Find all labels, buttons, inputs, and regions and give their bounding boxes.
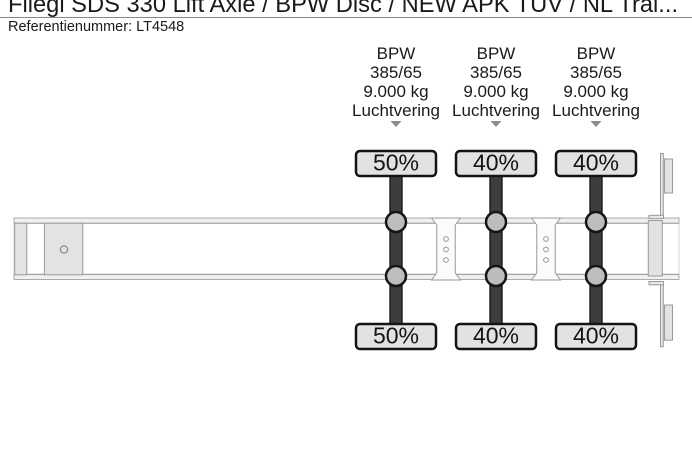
svg-text:50%: 50% xyxy=(373,323,419,349)
svg-text:50%: 50% xyxy=(373,150,419,176)
svg-text:40%: 40% xyxy=(473,323,519,349)
svg-text:40%: 40% xyxy=(473,150,519,176)
svg-text:40%: 40% xyxy=(573,323,619,349)
svg-text:40%: 40% xyxy=(573,150,619,176)
